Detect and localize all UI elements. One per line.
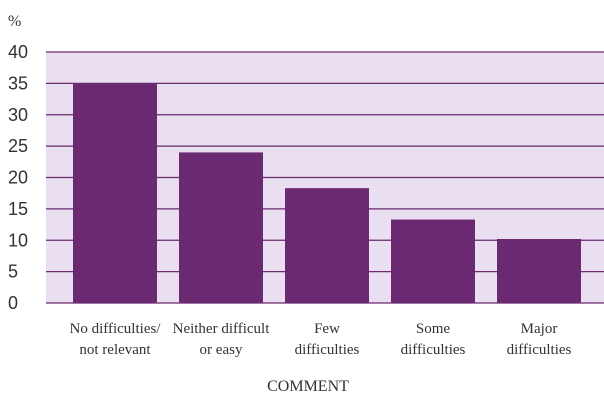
bar bbox=[391, 219, 475, 303]
y-tick-label: 20 bbox=[8, 168, 28, 188]
category-label-line: Some bbox=[416, 321, 451, 337]
category-label: Few difficulties bbox=[295, 321, 360, 358]
category-label-line: Few bbox=[314, 321, 340, 337]
category-label-line: difficulties bbox=[295, 342, 360, 358]
category-label: Some difficulties bbox=[401, 321, 466, 358]
y-tick-label: 30 bbox=[8, 105, 28, 125]
x-axis-label: COMMENT bbox=[267, 378, 349, 394]
category-label-line: or easy bbox=[200, 342, 243, 358]
category-labels: No difficulties/not relevant Neither diff… bbox=[70, 321, 572, 358]
category-label-line: Neither difficult bbox=[173, 321, 271, 337]
y-tick-label: 10 bbox=[8, 230, 28, 250]
category-label-line: Major bbox=[521, 321, 558, 337]
bar bbox=[497, 238, 581, 303]
y-tick-label: 0 bbox=[8, 293, 18, 313]
category-label: No difficulties/not relevant bbox=[70, 321, 162, 358]
y-tick-labels: 0 5 10 15 20 25 30 35 40 bbox=[8, 42, 28, 313]
category-label-line: not relevant bbox=[79, 342, 151, 358]
category-label-line: No difficulties/ bbox=[70, 321, 162, 337]
category-label-line: difficulties bbox=[507, 342, 572, 358]
y-tick-label: 5 bbox=[8, 262, 18, 282]
y-tick-label: 15 bbox=[8, 199, 28, 219]
category-label: Major difficulties bbox=[507, 321, 572, 358]
bar bbox=[73, 83, 157, 303]
bars bbox=[73, 83, 581, 303]
bar bbox=[285, 188, 369, 303]
bar bbox=[179, 152, 263, 303]
y-axis-label: % bbox=[8, 13, 21, 30]
y-tick-label: 40 bbox=[8, 42, 28, 62]
category-label-line: difficulties bbox=[401, 342, 466, 358]
y-tick-label: 25 bbox=[8, 136, 28, 156]
y-tick-label: 35 bbox=[8, 73, 28, 93]
category-label: Neither difficult or easy bbox=[173, 321, 271, 358]
